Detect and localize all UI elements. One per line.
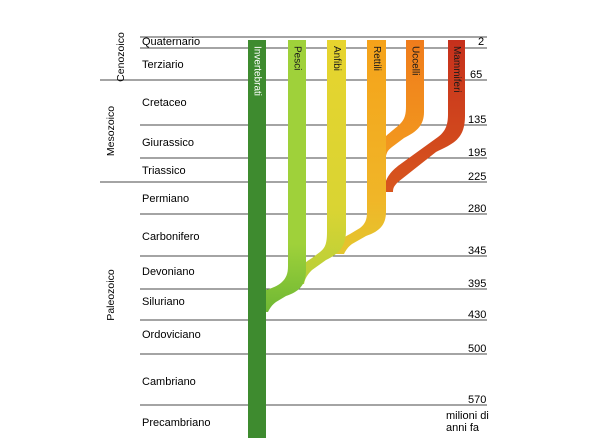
period-label-permiano: Permiano: [142, 193, 189, 205]
period-label-devoniano: Devoniano: [142, 266, 195, 278]
lineage-label-pesci: Pesci: [291, 46, 302, 70]
branch-mammiferi: [384, 40, 465, 192]
mya-label: 395: [468, 278, 486, 290]
era-label-paleozoico: Paleozoico: [105, 269, 117, 321]
era-labels: Cenozoico Mesozoico Paleozoico: [105, 32, 127, 321]
period-label-precambriano: Precambriano: [142, 417, 210, 429]
boundary-rules: [100, 36, 487, 406]
lineage-label-anfibi: Anfibi: [331, 46, 342, 71]
branch-anfibi: [290, 40, 346, 284]
unit-label-line-2: anni fa: [446, 422, 480, 434]
period-label-quaternario: Quaternario: [142, 36, 200, 48]
era-label-cenozoico: Cenozoico: [115, 32, 127, 82]
mya-label: 225: [468, 171, 486, 183]
mya-label: 430: [468, 309, 486, 321]
branch-uccelli: [384, 40, 424, 158]
period-label-cambriano: Cambriano: [142, 376, 196, 388]
mya-labels: 2 65 135 195 225 280 345 395 430 500 570…: [446, 36, 489, 434]
period-label-terziario: Terziario: [142, 59, 184, 71]
mya-label: 500: [468, 343, 486, 355]
period-label-giurassico: Giurassico: [142, 137, 194, 149]
lineage-label-uccelli: Uccelli: [409, 46, 420, 75]
lineage-label-rettili: Rettili: [371, 46, 382, 71]
mya-label: 345: [468, 245, 486, 257]
unit-label-line-1: milioni di: [446, 410, 489, 422]
era-label-mesozoico: Mesozoico: [105, 106, 117, 156]
branch-pesci: [266, 40, 306, 312]
mya-label: 280: [468, 203, 486, 215]
period-label-cretaceo: Cretaceo: [142, 97, 187, 109]
mya-label: 135: [468, 114, 486, 126]
period-label-triassico: Triassico: [142, 165, 186, 177]
lineage-label-invertebrati: Invertebrati: [251, 46, 262, 96]
branch-invertebrati: [248, 40, 266, 438]
period-label-carbonifero: Carbonifero: [142, 231, 199, 243]
lineage-labels: Invertebrati Pesci Anfibi Rettili Uccell…: [251, 46, 462, 96]
lineage-branches: [248, 40, 465, 438]
period-label-ordoviciano: Ordoviciano: [142, 329, 201, 341]
mya-label: 2: [478, 36, 484, 48]
period-labels: Quaternario Terziario Cretaceo Giurassic…: [142, 36, 210, 429]
branch-rettili: [330, 40, 386, 254]
mya-label: 65: [470, 69, 482, 81]
mya-label: 195: [468, 147, 486, 159]
period-label-siluriano: Siluriano: [142, 296, 185, 308]
lineage-label-mammiferi: Mammiferi: [451, 46, 462, 93]
mya-label: 570: [468, 394, 486, 406]
